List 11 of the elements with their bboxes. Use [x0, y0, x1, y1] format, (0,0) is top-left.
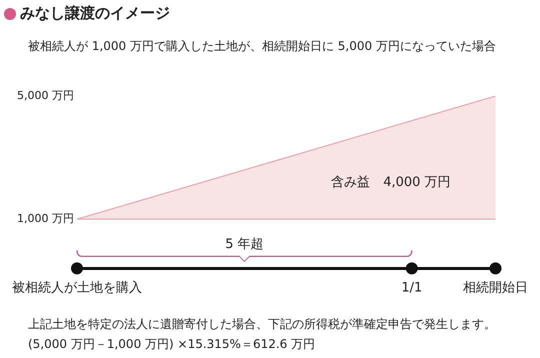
x-tick-label: 相続開始日: [463, 280, 528, 296]
chart-title: みなし譲渡のイメージ: [20, 4, 170, 23]
x-tick-label: 被相続人が土地を購入: [12, 280, 142, 296]
text: 上記土地を特定の法人に遺贈寄付した場合、下記の所得税が準確定申告で発生します。: [28, 316, 496, 333]
annotation: 5 年超: [225, 236, 264, 254]
annotation: 含み益 4,000 万円: [331, 174, 451, 192]
chart-subtitle: 被相続人が 1,000 万円で購入した土地が、相続開始日に 5,000 万円になっていた場合: [28, 38, 496, 55]
y-tick-label: 1,000 万円: [17, 212, 74, 225]
text: (5,000 万円－1,000 万円) ×15.315%＝612.6 万円: [28, 336, 316, 353]
x-tick-label: 1/1: [401, 280, 422, 296]
y-tick-label: 5,000 万円: [17, 88, 74, 102]
